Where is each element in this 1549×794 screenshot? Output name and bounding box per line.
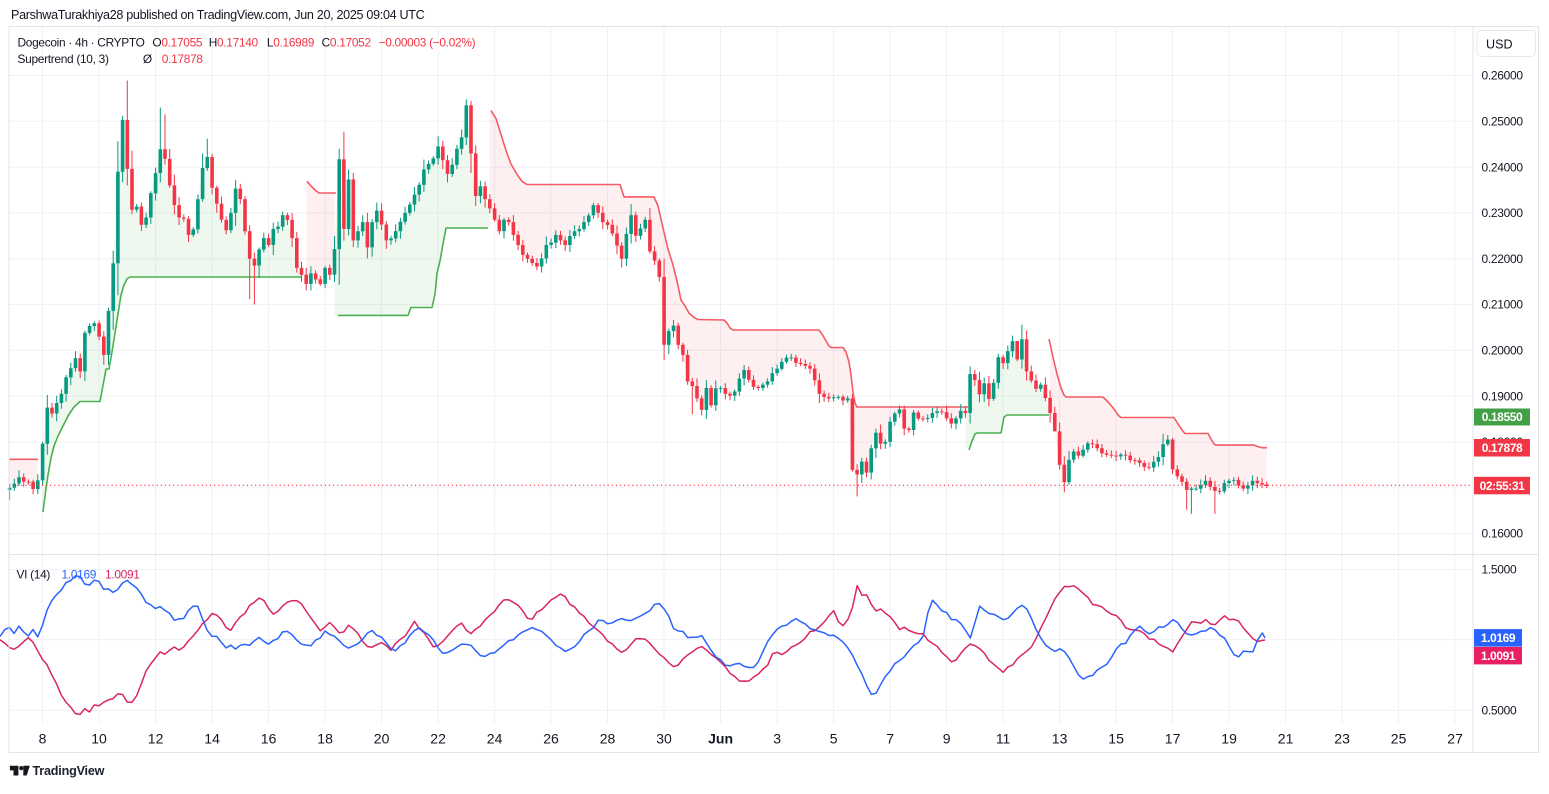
- svg-text:Supertrend (10, 3)Ø0.17878: Supertrend (10, 3) Ø 0.17878: [18, 52, 204, 66]
- svg-text:26: 26: [543, 731, 559, 747]
- svg-text:02:55:31: 02:55:31: [1480, 479, 1526, 493]
- svg-text:0.20000: 0.20000: [1482, 344, 1524, 358]
- svg-text:14: 14: [204, 731, 220, 747]
- svg-text:24: 24: [487, 731, 503, 747]
- svg-text:20: 20: [374, 731, 390, 747]
- svg-text:0.19000: 0.19000: [1482, 389, 1524, 403]
- svg-text:8: 8: [39, 731, 47, 747]
- svg-text:0.17878: 0.17878: [1482, 441, 1523, 455]
- svg-text:5: 5: [830, 731, 838, 747]
- svg-text:0.16000: 0.16000: [1482, 527, 1524, 541]
- svg-text:15: 15: [1108, 731, 1124, 747]
- svg-text:30: 30: [656, 731, 672, 747]
- svg-text:27: 27: [1447, 731, 1463, 747]
- svg-text:19: 19: [1221, 731, 1237, 747]
- svg-text:ParshwaTurakhiya28 published o: ParshwaTurakhiya28 published on TradingV…: [11, 8, 425, 22]
- svg-text:28: 28: [600, 731, 616, 747]
- svg-text:0.18550: 0.18550: [1482, 410, 1523, 424]
- svg-text:21: 21: [1278, 731, 1294, 747]
- svg-text:1.0091: 1.0091: [1481, 649, 1516, 663]
- svg-text:0.25000: 0.25000: [1482, 115, 1524, 129]
- svg-text:17: 17: [1165, 731, 1181, 747]
- svg-text:13: 13: [1052, 731, 1068, 747]
- svg-text:23: 23: [1334, 731, 1350, 747]
- svg-text:0.24000: 0.24000: [1482, 160, 1524, 174]
- svg-text:9: 9: [943, 731, 951, 747]
- svg-text:18: 18: [317, 731, 333, 747]
- svg-text:11: 11: [996, 731, 1011, 747]
- svg-text:25: 25: [1391, 731, 1407, 747]
- svg-text:3: 3: [773, 731, 781, 747]
- svg-text:10: 10: [91, 731, 107, 747]
- svg-text:0.5000: 0.5000: [1482, 703, 1518, 717]
- svg-text:7: 7: [886, 731, 894, 747]
- svg-text:16: 16: [261, 731, 277, 747]
- svg-text:0.21000: 0.21000: [1482, 298, 1524, 312]
- svg-text:TradingView: TradingView: [33, 764, 105, 778]
- svg-text:0.26000: 0.26000: [1482, 69, 1524, 83]
- svg-text:22: 22: [430, 731, 446, 747]
- svg-text:0.22000: 0.22000: [1482, 252, 1524, 266]
- svg-text:USD: USD: [1486, 38, 1513, 52]
- svg-text:12: 12: [148, 731, 164, 747]
- svg-text:1.0169: 1.0169: [1481, 631, 1516, 645]
- svg-text:Jun: Jun: [708, 731, 733, 747]
- svg-text:0.23000: 0.23000: [1482, 206, 1524, 220]
- svg-text:1.5000: 1.5000: [1482, 563, 1518, 577]
